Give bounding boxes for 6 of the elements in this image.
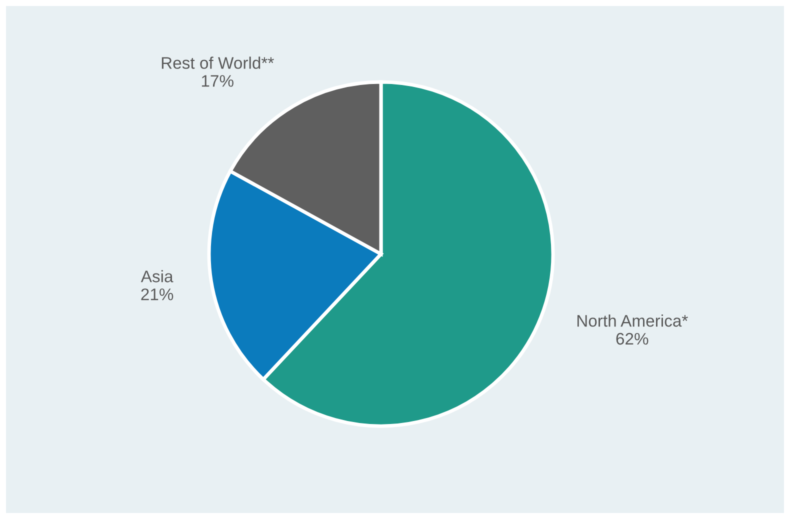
slice-label: North America*	[577, 314, 688, 327]
data-label: 17%	[202, 75, 234, 87]
slice-label: Rest of World**	[162, 56, 274, 69]
data-label: 21%	[141, 288, 174, 300]
data-label: 62%	[616, 332, 648, 345]
slice-label: Asia	[140, 270, 174, 282]
